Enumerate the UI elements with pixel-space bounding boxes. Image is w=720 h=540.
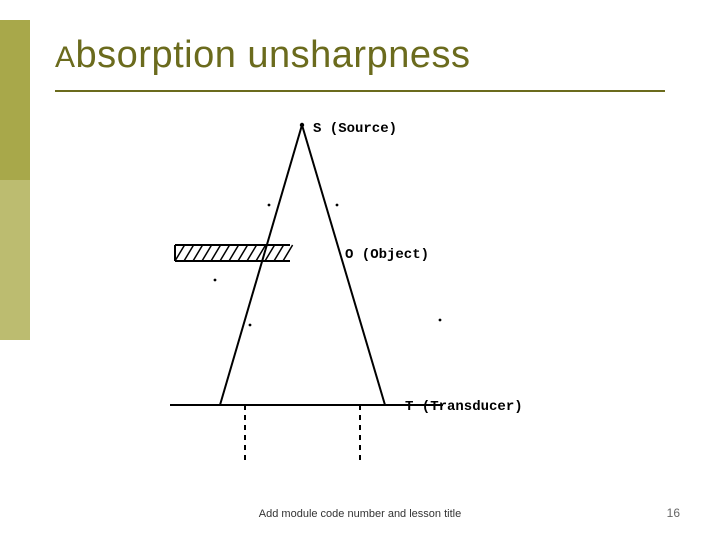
- accent-bar-top: [0, 20, 30, 180]
- page-number: 16: [667, 506, 680, 520]
- slide-title: Absorption unsharpness: [55, 34, 471, 77]
- unsharpness-diagram: S (Source) O (Object) T (Transducer): [150, 110, 570, 480]
- ray-left: [220, 125, 302, 405]
- label-object: O (Object): [345, 247, 429, 263]
- accent-bar-bottom: [0, 180, 30, 340]
- ray-right: [302, 125, 385, 405]
- title-leading-cap: A: [55, 41, 76, 74]
- title-text: bsorption unsharpness: [76, 34, 471, 76]
- footer-text: Add module code number and lesson title: [0, 508, 720, 520]
- slide: Absorption unsharpness S (Source) O (Obj…: [0, 0, 720, 540]
- label-transducer: T (Transducer): [405, 399, 523, 415]
- title-underline: [55, 90, 665, 92]
- object-block: [175, 245, 293, 261]
- dash-lines: [245, 405, 360, 460]
- label-source: S (Source): [313, 121, 397, 137]
